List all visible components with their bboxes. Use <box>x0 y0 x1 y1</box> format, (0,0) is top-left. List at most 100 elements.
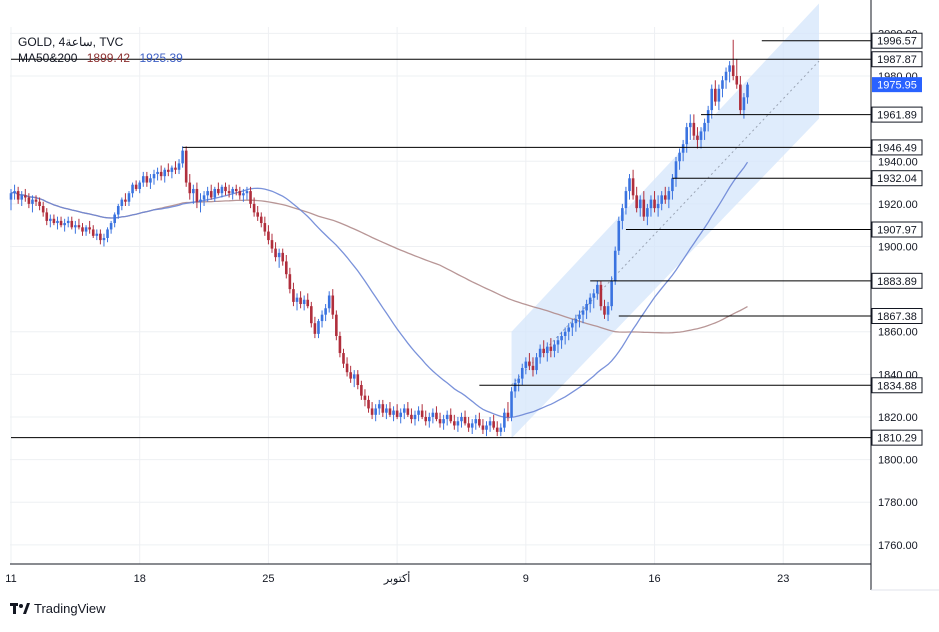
candle-body <box>724 71 728 81</box>
candle-body <box>363 395 367 400</box>
candle-body <box>192 188 195 194</box>
candle-body <box>320 314 324 322</box>
candle-body <box>310 306 313 324</box>
level-label-box <box>871 429 923 446</box>
candle-body <box>495 427 499 432</box>
brand[interactable]: TradingView <box>10 601 106 616</box>
x-tick-label: أكتوبر <box>383 571 410 585</box>
candle-body <box>503 412 506 428</box>
candle-body <box>703 122 706 132</box>
candle-body <box>174 167 177 170</box>
candle-body <box>596 284 599 294</box>
candle-body <box>520 367 524 379</box>
candle-body <box>388 408 392 415</box>
candle-body <box>77 225 81 228</box>
candle-body <box>556 340 560 345</box>
candle-body <box>463 416 467 424</box>
candle-body <box>106 229 109 238</box>
candle-body <box>81 227 84 232</box>
candles <box>9 39 749 437</box>
candle-body <box>181 150 184 164</box>
candle-body <box>717 88 721 102</box>
candle-body <box>560 335 563 341</box>
candle-body <box>249 191 252 204</box>
candle-body <box>617 220 621 251</box>
channel-band <box>511 3 819 439</box>
candle-body <box>131 184 134 194</box>
level-label-box <box>871 139 923 156</box>
level-label: 1867.38 <box>877 311 917 323</box>
candle-body <box>467 423 470 428</box>
candle-body <box>531 365 535 371</box>
candle-body <box>392 410 395 415</box>
candle-body <box>49 218 52 221</box>
candle-body <box>267 231 270 241</box>
candle-body <box>220 186 224 194</box>
candle-body <box>331 295 335 315</box>
candle-body <box>70 220 74 228</box>
candle-body <box>45 212 49 221</box>
y-tick-label: 1760.00 <box>878 540 918 552</box>
candle-body <box>710 88 714 111</box>
candle-body <box>367 399 370 409</box>
candle-body <box>499 427 503 432</box>
candle-body <box>402 408 406 413</box>
candle-body <box>88 227 91 230</box>
candle-body <box>399 412 402 417</box>
ma-legend-row: MA50&200 1899.42 1925.39 <box>18 50 183 66</box>
candle-body <box>667 191 671 200</box>
candle-body <box>478 419 481 426</box>
candle-body <box>206 191 209 196</box>
candle-body <box>170 167 174 172</box>
candle-body <box>302 299 306 305</box>
candle-body <box>259 216 263 224</box>
candle-body <box>603 306 606 315</box>
candle-body <box>692 122 696 136</box>
candle-body <box>41 206 45 213</box>
candle-body <box>116 206 120 215</box>
candle-body <box>124 199 127 202</box>
candle-body <box>281 252 285 262</box>
candle-body <box>553 344 556 351</box>
candle-body <box>424 416 428 422</box>
candle-body <box>274 248 277 258</box>
level-label: 1961.89 <box>877 110 917 122</box>
candle-body <box>74 225 77 228</box>
candle-body <box>631 178 635 196</box>
candle-body <box>224 186 227 192</box>
candle-body <box>242 193 245 196</box>
y-tick-label: 1820.00 <box>878 412 918 424</box>
x-tick-label: 23 <box>777 573 789 585</box>
last-price-label: 1975.95 <box>877 80 917 92</box>
candle-body <box>317 321 320 334</box>
candle-body <box>120 199 124 206</box>
candle-body <box>731 65 735 77</box>
candle-body <box>578 314 581 319</box>
candle-body <box>20 195 24 200</box>
candle-body <box>420 410 424 417</box>
x-tick-label: 9 <box>523 573 529 585</box>
candle-body <box>306 299 310 307</box>
candle-body <box>742 97 746 111</box>
candle-body <box>374 408 377 415</box>
candle-body <box>209 191 213 198</box>
candle-body <box>56 220 59 224</box>
level-label-box <box>871 221 923 238</box>
candle-body <box>510 391 513 417</box>
candle-body <box>313 323 317 334</box>
candle-body <box>413 414 417 420</box>
candle-body <box>517 378 520 383</box>
candle-body <box>163 169 167 177</box>
candle-body <box>377 404 381 409</box>
level-label-box <box>871 51 923 68</box>
candle-body <box>574 318 578 324</box>
candle-body <box>542 348 546 354</box>
candle-body <box>295 297 299 302</box>
candle-body <box>338 335 342 354</box>
x-tick-label: 16 <box>648 573 660 585</box>
legend: GOLD, 4ساعة, TVC MA50&200 1899.42 1925.3… <box>18 34 183 66</box>
candle-body <box>91 229 95 236</box>
candle-body <box>449 414 453 422</box>
